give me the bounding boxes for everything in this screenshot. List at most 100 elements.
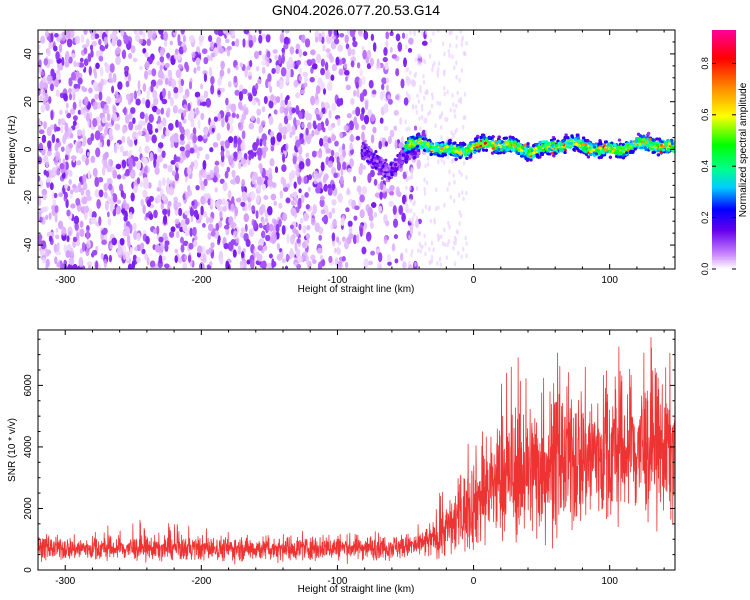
- heatmap-cell: [296, 238, 301, 244]
- heatmap-cell: [340, 168, 344, 176]
- heatmap-cell: [98, 125, 103, 132]
- heatmap-cell: [63, 244, 67, 253]
- heatmap-cell: [275, 65, 280, 74]
- heatmap-cell: [131, 260, 136, 269]
- heatmap-cell: [117, 81, 123, 90]
- heatmap-cell: [85, 189, 91, 197]
- heatmap-cell: [459, 99, 463, 105]
- heatmap-cell: [330, 149, 335, 157]
- heatmap-cell: [420, 115, 424, 120]
- heatmap-cell: [337, 44, 344, 52]
- heatmap-cell: [72, 184, 77, 189]
- heatmap-cell: [321, 101, 325, 109]
- heatmap-cell: [140, 198, 144, 207]
- heatmap-cell: [411, 248, 414, 254]
- heatmap-cell: [465, 190, 468, 196]
- heatmap-cell: [370, 33, 375, 42]
- heatmap-cell: [325, 208, 329, 216]
- heatmap-cell: [82, 128, 85, 138]
- heatmap-cell: [111, 85, 115, 94]
- heatmap-cell: [265, 57, 270, 68]
- heatmap-cell: [87, 152, 90, 157]
- heatmap-cell: [107, 217, 111, 226]
- heatmap-cell: [127, 263, 133, 269]
- heatmap-cell: [269, 158, 275, 167]
- heatmap-cell: [328, 211, 333, 219]
- heatmap-cell: [108, 77, 114, 84]
- heatmap-cell: [384, 141, 388, 147]
- heatmap-cell: [45, 214, 49, 220]
- heatmap-cell: [316, 85, 321, 95]
- heatmap-cell: [270, 193, 277, 201]
- heatmap-cell: [158, 142, 164, 149]
- heatmap-cell: [308, 174, 312, 181]
- heatmap-cell: [165, 129, 170, 137]
- heatmap-cell: [208, 216, 214, 223]
- heatmap-cell: [158, 255, 163, 264]
- heatmap-cell: [203, 73, 207, 82]
- heatmap-cell: [55, 89, 60, 98]
- heatmap-cell: [162, 88, 166, 98]
- heatmap-cell: [286, 233, 290, 244]
- heatmap-cell: [287, 114, 293, 121]
- heatmap-cell: [100, 67, 104, 77]
- heatmap-cell: [423, 95, 426, 101]
- heatmap-cell: [345, 76, 348, 82]
- heatmap-cell: [385, 40, 389, 48]
- heatmap-cell: [428, 53, 432, 59]
- heatmap-cell: [244, 68, 248, 78]
- heatmap-cell: [267, 73, 272, 83]
- heatmap-cell: [252, 87, 257, 97]
- heatmap-cell: [46, 249, 52, 255]
- heatmap-cell: [417, 248, 420, 254]
- heatmap-cell: [124, 226, 130, 237]
- heatmap-cell: [425, 30, 428, 35]
- heatmap-cell: [423, 233, 426, 239]
- heatmap-cell: [385, 220, 390, 227]
- heatmap-cell: [440, 157, 443, 163]
- heatmap-cell: [386, 84, 389, 92]
- heatmap-cell: [250, 259, 255, 269]
- heatmap-cell: [318, 148, 323, 159]
- heatmap-cell: [425, 180, 429, 186]
- heatmap-cell: [361, 124, 366, 131]
- heatmap-cell: [352, 36, 356, 42]
- heatmap-cell: [412, 201, 415, 207]
- heatmap-cell: [448, 224, 451, 230]
- heatmap-cell: [296, 264, 301, 269]
- heatmap-cell: [347, 220, 353, 227]
- heatmap-cell: [457, 250, 460, 256]
- heatmap-cell: [243, 104, 247, 111]
- heatmap-cell: [266, 222, 270, 232]
- heatmap-cell: [139, 65, 143, 71]
- heatmap-cell: [174, 248, 179, 254]
- heatmap-cell: [413, 212, 416, 217]
- heatmap-cell: [454, 114, 457, 119]
- heatmap-cell: [94, 93, 100, 100]
- heatmap-cell: [405, 185, 408, 191]
- heatmap-cell: [159, 56, 164, 63]
- heatmap-cell: [346, 30, 351, 35]
- heatmap-cell: [283, 43, 289, 50]
- heatmap-cell: [278, 123, 283, 132]
- heatmap-cell: [111, 38, 116, 47]
- heatmap-cell: [452, 198, 456, 204]
- heatmap-cell: [399, 117, 403, 125]
- heatmap-cell: [233, 230, 238, 240]
- heatmap-cell: [74, 35, 80, 45]
- heatmap-cell: [243, 213, 249, 223]
- heatmap-cell: [450, 130, 453, 136]
- heatmap-cell: [379, 191, 383, 200]
- heatmap-cell: [225, 38, 230, 44]
- heatmap-cell: [112, 169, 117, 179]
- heatmap-cell: [187, 185, 191, 193]
- heatmap-cell: [147, 69, 153, 76]
- heatmap-cell: [273, 109, 278, 115]
- heatmap-cell: [379, 91, 384, 101]
- heatmap-cell: [59, 163, 65, 170]
- heatmap-cell: [384, 62, 389, 70]
- heatmap-cell: [319, 138, 324, 147]
- heatmap-cell: [306, 225, 311, 231]
- heatmap-cell: [39, 129, 45, 134]
- heatmap-cell: [334, 247, 337, 254]
